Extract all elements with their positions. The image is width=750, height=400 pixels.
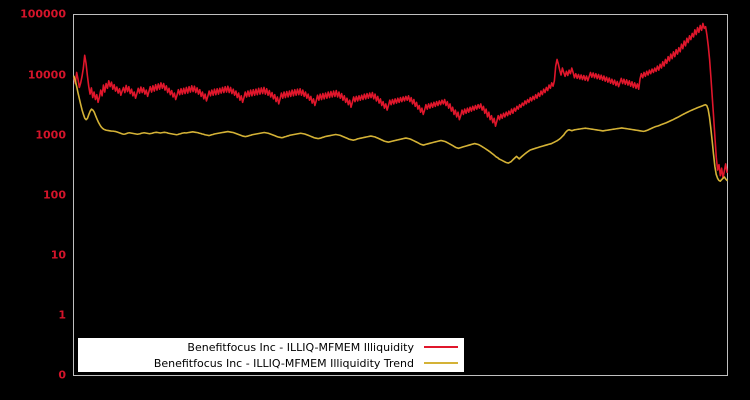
legend-item-illiquidity-trend: Benefitfocus Inc - ILLIQ-MFMEM Illiquidi… [78, 355, 464, 371]
plot-frame [73, 14, 728, 376]
y-axis: 100000 10000 1000 100 10 1 0 [0, 0, 66, 400]
y-tick-label-100: 100 [43, 188, 66, 202]
y-tick-label-10: 10 [50, 248, 66, 262]
legend-item-illiquidity: Benefitfocus Inc - ILLIQ-MFMEM Illiquidi… [78, 339, 464, 355]
series-layer [73, 22, 728, 182]
y-tick-label-0: 0 [58, 368, 66, 382]
legend-label-illiquidity: Benefitfocus Inc - ILLIQ-MFMEM Illiquidi… [187, 340, 414, 354]
y-tick-label-1000: 1000 [35, 128, 66, 142]
y-tick-label-10000: 10000 [27, 68, 66, 82]
y-tick-label-100000: 100000 [20, 7, 66, 21]
series-line-1 [73, 75, 728, 182]
y-tick-label-1: 1 [58, 308, 66, 322]
series-line-0 [73, 22, 728, 180]
legend-line-icon-illiquidity-trend [424, 362, 458, 364]
legend-line-icon-illiquidity [424, 346, 458, 348]
chart-legend: Benefitfocus Inc - ILLIQ-MFMEM Illiquidi… [78, 338, 464, 372]
legend-label-illiquidity-trend: Benefitfocus Inc - ILLIQ-MFMEM Illiquidi… [153, 356, 414, 370]
